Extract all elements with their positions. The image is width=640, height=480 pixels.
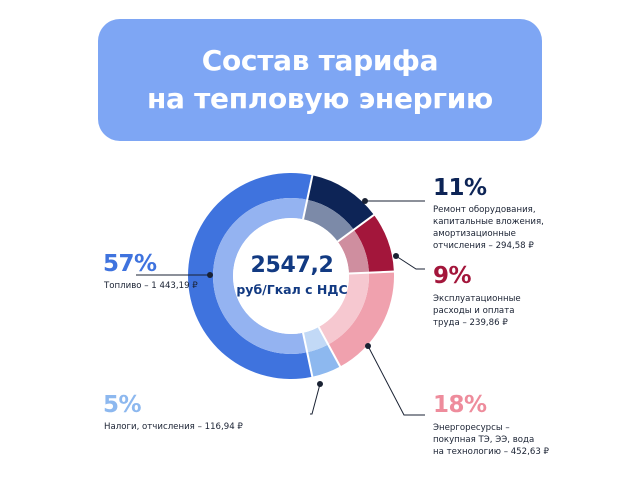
fuel-slice-inner: [213, 198, 308, 354]
fuel-percent: 57%: [103, 251, 157, 277]
slice-separator: [348, 270, 395, 275]
energy-leader-line: [367, 345, 425, 416]
center-total-unit: руб/Гкал с НДС: [236, 282, 348, 297]
operation-description: Эксплуатационные расходы и оплата труда …: [433, 293, 521, 329]
repair-slice-inner: [303, 199, 354, 242]
energy-leader-dot: [365, 343, 371, 349]
title-line-1: Состав тарифа: [201, 44, 439, 77]
repair-description-line: капитальные вложения,: [433, 217, 544, 227]
slice-separator: [302, 174, 314, 220]
operation-leader-dot: [393, 253, 399, 259]
taxes-leader-dot: [317, 381, 323, 387]
fuel-description: Топливо – 1 443,19 ₽: [104, 281, 198, 291]
energy-slice: [328, 271, 394, 367]
taxes-percent: 5%: [103, 392, 142, 418]
repair-slice: [307, 175, 374, 230]
repair-percent: 11%: [433, 175, 487, 201]
energy-percent: 18%: [433, 392, 487, 418]
energy-description-line: на технологию – 452,63 ₽: [433, 447, 549, 457]
slice-separator: [337, 213, 376, 243]
taxes-leader-line: [310, 383, 321, 415]
fuel-slice: [187, 172, 313, 380]
repair-description: Ремонт оборудования, капитальные вложени…: [433, 204, 544, 252]
donut-center: [233, 218, 349, 334]
energy-description-line: покупная ТЭ, ЭЭ, вода: [433, 435, 535, 445]
fuel-leader-dot: [207, 272, 213, 278]
operation-description-line: расходы и оплата: [433, 306, 515, 316]
operation-description-line: Эксплуатационные: [433, 294, 521, 304]
energy-description-line: Энергоресурсы –: [433, 423, 510, 433]
taxes-description: Налоги, отчисления – 116,94 ₽: [104, 422, 243, 432]
operation-percent: 9%: [433, 263, 472, 289]
operation-leader-line: [395, 255, 425, 270]
repair-description-line: амортизационные: [433, 229, 516, 239]
slice-separator: [317, 326, 342, 368]
operation-slice-inner: [337, 229, 369, 274]
repair-description-line: отчисления – 294,58 ₽: [433, 241, 534, 251]
energy-description: Энергоресурсы – покупная ТЭ, ЭЭ, вода на…: [433, 422, 549, 458]
title-banner: Состав тарифа на тепловую энергию: [98, 19, 542, 141]
title-line-2: на тепловую энергию: [147, 82, 493, 115]
slice-separator: [302, 332, 314, 378]
repair-description-line: Ремонт оборудования,: [433, 205, 536, 215]
center-total-value: 2547,2: [250, 253, 334, 278]
energy-slice-inner: [318, 272, 370, 345]
operation-description-line: труда – 239,86 ₽: [433, 318, 508, 328]
operation-slice: [353, 214, 394, 273]
repair-leader-dot: [362, 198, 368, 204]
